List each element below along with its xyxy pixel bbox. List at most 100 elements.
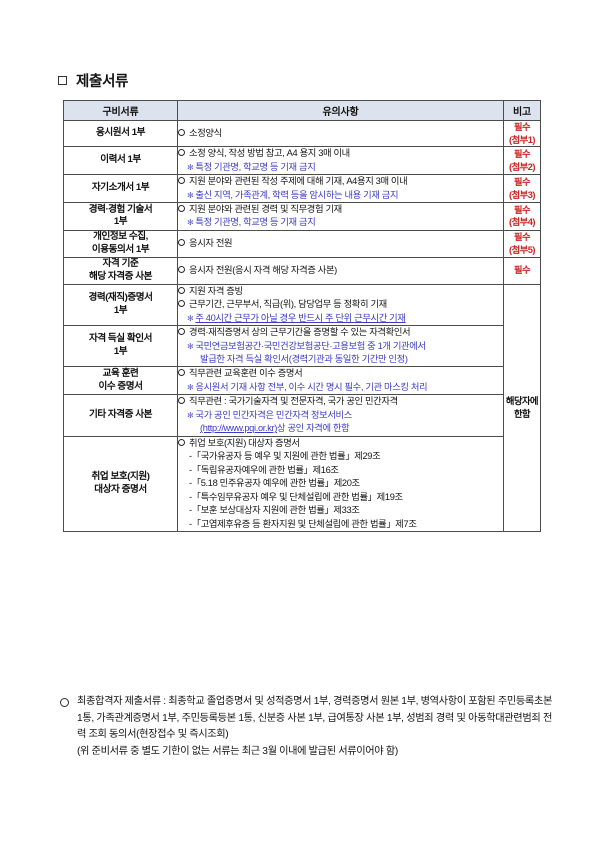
note-line: 취업 보호(지원) 대상자 증명서: [178, 437, 503, 450]
remark-cell: 필수: [503, 256, 541, 285]
note-line: 발급한 자격 득실 확인서(경력기관과 동일한 기간만 인정): [200, 354, 408, 364]
note-line: 응시자 전원: [178, 237, 503, 250]
note-line: ✻ 특정 기관명, 학교명 등 기재 금지: [187, 217, 316, 228]
note-line: -「독립유공자예우에 관한 법률」제16조: [189, 464, 339, 475]
table-row: 이력서 1부 소정 양식, 작성 방법 참고, A4 용지 3매 이내 ✻ 특정 기…: [63, 146, 541, 176]
notes-cell: 소정양식: [177, 119, 504, 148]
note-line: -「5.18 민주유공자 예우에 관한 법률」제20조: [189, 478, 360, 489]
note-line: 지원 자격 증빙: [178, 285, 503, 298]
remark-cell-merged: 해당자에 한함: [503, 283, 541, 533]
remark-cell: 필수 (첨부2): [503, 146, 541, 176]
asterisk-marker-icon: ✻: [187, 190, 194, 200]
asterisk-marker-icon: ✻: [187, 218, 194, 228]
table-row: 자기소개서 1부 지원 분야와 관련된 작성 주제에 대해 기재, A4용지 3…: [63, 174, 541, 203]
remark-cell: 필수 (첨부5): [503, 229, 541, 258]
asterisk-marker-icon: ✻: [187, 382, 194, 392]
final-candidate-note-paragraph-1: 최종합격자 제출서류 : 최종학교 졸업증명서 및 성적증명서 1부, 경력증명…: [77, 696, 552, 741]
square-bullet-icon: [58, 76, 67, 85]
remark-cell: 필수 (첨부3): [503, 174, 541, 203]
document-name: 경력(재직)증명서 1부: [63, 283, 178, 327]
table-row: 기타 자격증 사본 직무관련 : 국가기술자격 및 전문자격, 국가 공인 민간…: [63, 394, 541, 437]
asterisk-marker-icon: ✻: [187, 410, 194, 420]
external-link[interactable]: (http://www.pqi.or.kr): [200, 423, 278, 434]
note-line: 지원 분야와 관련된 경력 및 직무경험 기재: [178, 203, 503, 216]
note-line: 소정 양식, 작성 방법 참고, A4 용지 3매 이내: [178, 147, 503, 160]
document-name: 자격 기준 해당 자격증 사본: [63, 256, 178, 285]
note-line: ✻ 특정 기관명, 학교명 등 기재 금지: [187, 161, 316, 172]
document-name: 경력·경험 기술서 1부: [63, 201, 178, 231]
circle-bullet-icon: [60, 698, 69, 707]
note-line: 지원 분야와 관련된 작성 주제에 대해 기재, A4용지 3매 이내: [178, 175, 503, 188]
document-name: 기타 자격증 사본: [63, 394, 178, 437]
note-line: -「고엽제후유증 등 환자지원 및 단체설립에 관한 법률」제7조: [189, 518, 417, 529]
document-name: 자격 득실 확인서 1부: [63, 325, 178, 368]
circle-marker-icon: [178, 149, 185, 157]
document-name: 응시원서 1부: [63, 119, 178, 148]
note-line: 소정양식: [178, 127, 503, 140]
notes-cell: 응시자 전원: [177, 229, 504, 258]
notes-cell: 지원 분야와 관련된 작성 주제에 대해 기재, A4용지 3매 이내 ✻ 출신 지…: [177, 174, 504, 203]
notes-cell: 직무관련 : 국가기술자격 및 전문자격, 국가 공인 민간자격 ✻ 국가 공인 민…: [177, 394, 504, 437]
table-row: 응시원서 1부 소정양식 필수 (첨부1): [63, 119, 541, 148]
table-row: 취업 보호(지원) 대상자 증명서 취업 보호(지원) 대상자 증명서 -「국가유공…: [63, 435, 541, 533]
table-body: 응시원서 1부 소정양식 필수 (첨부1) 이력서 1부 소정 양식, 작성 방법…: [63, 119, 541, 533]
table-header-row: 구비서류 유의사항 비고: [63, 100, 541, 121]
document-name: 개인정보 수집, 이용동의서 1부: [63, 229, 178, 258]
table-row: 경력·경험 기술서 1부 지원 분야와 관련된 경력 및 직무경험 기재 ✻ 특정 기…: [63, 201, 541, 231]
note-line: 응시자 전원(응시 자격 해당 자격증 사본): [178, 264, 503, 277]
note-line: -「보훈 보상대상자 지원에 관한 법률」제33조: [189, 505, 360, 516]
table-row: 자격 기준 해당 자격증 사본 응시자 전원(응시 자격 해당 자격증 사본) 필…: [63, 256, 541, 285]
circle-marker-icon: [178, 397, 185, 405]
table-row: 자격 득실 확인서 1부 경력·재직증명서 상의 근무기간을 증명할 수 있는 자…: [63, 325, 541, 368]
circle-marker-icon: [178, 438, 185, 446]
note-line: 직무관련 교육훈련 이수 증명서: [178, 367, 503, 380]
table-row: 개인정보 수집, 이용동의서 1부 응시자 전원 필수 (첨부5): [63, 229, 541, 258]
notes-cell: 취업 보호(지원) 대상자 증명서 -「국가유공자 등 예우 및 지원에 관한 법…: [177, 435, 504, 533]
document-name: 자기소개서 1부: [63, 174, 178, 203]
note-line: -「국가유공자 등 예우 및 지원에 관한 법률」제29조: [189, 451, 381, 462]
circle-marker-icon: [178, 328, 185, 336]
notes-cell: 직무관련 교육훈련 이수 증명서 ✻ 응시원서 기재 사항 전부, 이수 시간 명시…: [177, 366, 504, 396]
document-name: 이력서 1부: [63, 146, 178, 176]
notes-cell: 소정 양식, 작성 방법 참고, A4 용지 3매 이내 ✻ 특정 기관명, 학교명…: [177, 146, 504, 176]
note-line: 근무기간, 근무부서, 직급(위), 담당업무 등 정확히 기재: [178, 298, 503, 311]
final-candidate-note-paragraph-2: (위 준비서류 중 별도 기한이 없는 서류는 최근 3월 이내에 발급된 서류…: [77, 745, 398, 757]
note-line: ✻ 국민연금보험공간·국민건강보험공단·고용보험 중 1개 기관에서: [187, 340, 426, 351]
circle-marker-icon: [178, 128, 185, 136]
notes-cell: 지원 자격 증빙 근무기간, 근무부서, 직급(위), 담당업무 등 정확히 기재…: [177, 283, 504, 327]
remark-cell: 필수 (첨부4): [503, 201, 541, 231]
note-line: ✻ 출신 지역, 가족관계, 학력 등을 암시하는 내용 기재 금지: [187, 189, 399, 200]
column-header-notes: 유의사항: [177, 100, 504, 121]
circle-marker-icon: [178, 286, 185, 294]
submission-documents-table: 구비서류 유의사항 비고 응시원서 1부 소정양식 필수 (첨부1) 이력서 1부…: [63, 100, 541, 533]
section-heading-label: 제출서류: [76, 74, 129, 90]
remark-cell: 필수 (첨부1): [503, 119, 541, 148]
column-header-remark: 비고: [503, 100, 541, 121]
note-line: 직무관련 : 국가기술자격 및 전문자격, 국가 공인 민간자격: [178, 395, 503, 408]
circle-marker-icon: [178, 177, 185, 185]
final-candidate-note: 최종합격자 제출서류 : 최종학교 졸업증명서 및 성적증명서 1부, 경력증명…: [60, 694, 552, 760]
circle-marker-icon: [178, 204, 185, 212]
column-header-document: 구비서류: [63, 100, 178, 121]
table-row: 경력(재직)증명서 1부 지원 자격 증빙 근무기간, 근무부서, 직급(위), 담…: [63, 283, 541, 533]
notes-cell: 경력·재직증명서 상의 근무기간을 증명할 수 있는 자격확인서 ✻ 국민연금보험공…: [177, 325, 504, 368]
note-line: ✻ 응시원서 기재 사항 전부, 이수 시간 명시 필수, 기관 마스킹 처리: [187, 381, 428, 392]
asterisk-marker-icon: ✻: [187, 341, 194, 351]
circle-marker-icon: [178, 239, 185, 247]
circle-marker-icon: [178, 265, 185, 273]
notes-cell: 지원 분야와 관련된 경력 및 직무경험 기재 ✻ 특정 기관명, 학교명 등 기재…: [177, 201, 504, 231]
notes-cell: 응시자 전원(응시 자격 해당 자격증 사본): [177, 256, 504, 285]
circle-marker-icon: [178, 300, 185, 308]
document-name: 교육 훈련 이수 증명서: [63, 366, 178, 396]
final-candidate-note-body: 최종합격자 제출서류 : 최종학교 졸업증명서 및 성적증명서 1부, 경력증명…: [77, 694, 552, 760]
note-line: (http://www.pqi.or.kr)상 공인 자격에 한함: [200, 423, 350, 434]
table-row: 교육 훈련 이수 증명서 직무관련 교육훈련 이수 증명서 ✻ 응시원서 기재 사항 …: [63, 366, 541, 396]
note-line: 경력·재직증명서 상의 근무기간을 증명할 수 있는 자격확인서: [178, 326, 503, 339]
asterisk-marker-icon: ✻: [187, 313, 194, 323]
note-line: ✻ 국가 공인 민간자격은 민간자격 정보서비스: [187, 409, 352, 420]
note-line: ✻ 주 40시간 근무가 아닐 경우 반드시 주 단위 근무시간 기재: [187, 312, 406, 323]
note-line: -「특수임무유공자 예우 및 단체설립에 관한 법률」제19조: [189, 491, 403, 502]
section-heading: 제출서류: [58, 70, 128, 91]
circle-marker-icon: [178, 369, 185, 377]
